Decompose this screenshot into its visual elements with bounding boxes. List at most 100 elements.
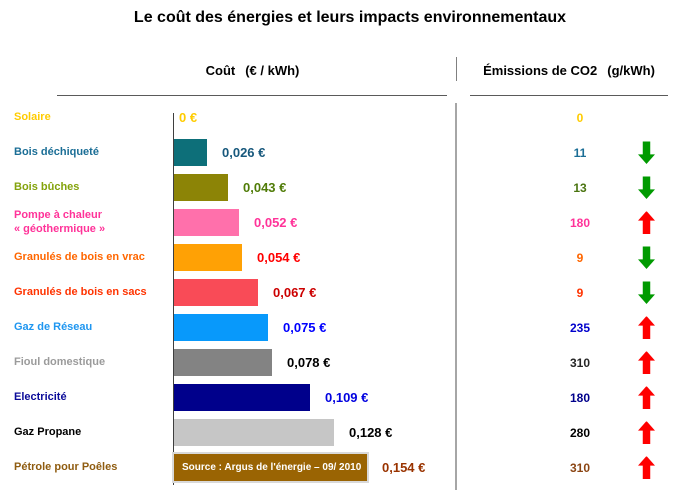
chart-row: Granulés de bois en vrac 0,054 € 9 <box>0 240 700 275</box>
cost-bar-cell: 0,109 € <box>173 380 460 415</box>
trend-down-arrow-icon <box>638 281 655 304</box>
cost-bar <box>174 139 207 166</box>
chart-rows: Solaire 0 € 0 Bois déchiqueté 0,026 € 11… <box>0 100 700 485</box>
energy-label: Electricité <box>14 390 67 403</box>
chart-row: Granulés de bois en sacs 0,067 € 9 <box>0 275 700 310</box>
co2-cell: 235 <box>460 310 700 345</box>
cost-value: 0,043 € <box>243 180 287 195</box>
co2-value: 310 <box>569 355 591 370</box>
co2-header-label: Émissions de CO2 <box>483 63 598 78</box>
chart-row: Bois bûches 0,043 € 13 <box>0 170 700 205</box>
cost-bar <box>174 244 242 271</box>
energy-label: Pétrole pour Poêles <box>14 460 118 473</box>
cost-bar-cell: 0,054 € <box>173 240 460 275</box>
co2-header-unit: (g/kWh) <box>607 63 655 78</box>
energy-label: Gaz Propane <box>14 425 82 438</box>
cost-header-unit: (€ / kWh) <box>245 63 300 78</box>
cost-bar-cell: 0,067 € <box>173 275 460 310</box>
chart-row: Electricité 0,109 € 180 <box>0 380 700 415</box>
cost-bar <box>174 349 272 376</box>
co2-value: 9 <box>576 285 584 300</box>
cost-bar-cell: 0,043 € <box>173 170 460 205</box>
cost-bar-cell: 0,078 € <box>173 345 460 380</box>
trend-up-arrow-icon <box>638 456 655 479</box>
column-divider <box>455 103 457 490</box>
co2-value: 180 <box>569 215 591 230</box>
trend-up-arrow-icon <box>638 351 655 374</box>
cost-value: 0,078 € <box>287 355 331 370</box>
cost-value: 0 € <box>179 110 198 125</box>
cost-bar-cell: 0 € <box>173 100 460 135</box>
trend-down-arrow-icon <box>638 141 655 164</box>
bar-chart-axis <box>173 113 174 485</box>
chart-row: Bois déchiqueté 0,026 € 11 <box>0 135 700 170</box>
cost-bar-cell: 0,052 € <box>173 205 460 240</box>
energy-label: Granulés de bois en sacs <box>14 285 147 298</box>
cost-bar <box>174 279 258 306</box>
energy-label: Granulés de bois en vrac <box>14 250 145 263</box>
cost-bar <box>174 419 334 446</box>
chart-row: Pétrole pour Poêles Source : Argus de l'… <box>0 450 700 485</box>
cost-value: 0,075 € <box>283 320 327 335</box>
cost-bar-cell: 0,128 € <box>173 415 460 450</box>
cost-value: 0,067 € <box>273 285 317 300</box>
trend-up-arrow-icon <box>638 386 655 409</box>
cost-bar-cell: Source : Argus de l'énergie – 09/ 2010 0… <box>172 450 460 485</box>
co2-value: 0 <box>576 110 584 125</box>
trend-down-arrow-icon <box>638 176 655 199</box>
cost-bar <box>174 314 268 341</box>
energy-label: Pompe à chaleur « géothermique » <box>14 208 106 235</box>
co2-value: 11 <box>573 145 587 160</box>
cost-column-header: Coût (€ / kWh) <box>55 63 450 78</box>
page-title: Le coût des énergies et leurs impacts en… <box>133 9 567 26</box>
energy-label: Bois bûches <box>14 180 80 193</box>
co2-cell: 9 <box>460 240 700 275</box>
co2-header-underline <box>470 95 668 96</box>
cost-header-label: Coût <box>205 63 236 78</box>
co2-cell: 310 <box>460 345 700 380</box>
energy-label: Fioul domestique <box>14 355 106 368</box>
cost-header-underline <box>57 95 447 96</box>
trend-down-arrow-icon <box>638 246 655 269</box>
cost-value: 0,128 € <box>349 425 393 440</box>
co2-value: 180 <box>569 390 591 405</box>
cost-bar <box>174 174 228 201</box>
cost-value: 0,026 € <box>222 145 266 160</box>
co2-cell: 0 <box>460 100 700 135</box>
co2-value: 310 <box>569 460 591 475</box>
trend-up-arrow-icon <box>638 316 655 339</box>
chart-row: Gaz Propane 0,128 € 280 <box>0 415 700 450</box>
cost-value: 0,109 € <box>325 390 369 405</box>
energy-label: Gaz de Réseau <box>14 320 93 333</box>
co2-value: 235 <box>569 320 591 335</box>
co2-cell: 180 <box>460 205 700 240</box>
co2-cell: 11 <box>460 135 700 170</box>
cost-bar-cell: 0,075 € <box>173 310 460 345</box>
trend-up-arrow-icon <box>638 211 655 234</box>
chart-row: Pompe à chaleur « géothermique » 0,052 €… <box>0 205 700 240</box>
co2-column-header: Émissions de CO2 (g/kWh) <box>468 63 670 78</box>
cost-bar: Source : Argus de l'énergie – 09/ 2010 <box>172 452 369 483</box>
cost-bar <box>174 209 239 236</box>
chart-row: Fioul domestique 0,078 € 310 <box>0 345 700 380</box>
column-divider-top <box>456 57 457 81</box>
co2-cell: 9 <box>460 275 700 310</box>
trend-up-arrow-icon <box>638 421 655 444</box>
energy-label: Solaire <box>14 110 51 123</box>
co2-cell: 180 <box>460 380 700 415</box>
chart-row: Solaire 0 € 0 <box>0 100 700 135</box>
cost-bar <box>174 384 310 411</box>
cost-bar-cell: 0,026 € <box>173 135 460 170</box>
chart-row: Gaz de Réseau 0,075 € 235 <box>0 310 700 345</box>
co2-value: 280 <box>569 425 591 440</box>
co2-cell: 280 <box>460 415 700 450</box>
cost-value: 0,052 € <box>254 215 298 230</box>
source-note: Source : Argus de l'énergie – 09/ 2010 <box>182 462 362 473</box>
cost-value: 0,154 € <box>382 460 426 475</box>
co2-cell: 13 <box>460 170 700 205</box>
cost-value: 0,054 € <box>257 250 301 265</box>
energy-label: Bois déchiqueté <box>14 145 99 158</box>
co2-cell: 310 <box>460 450 700 485</box>
co2-value: 13 <box>573 180 587 195</box>
